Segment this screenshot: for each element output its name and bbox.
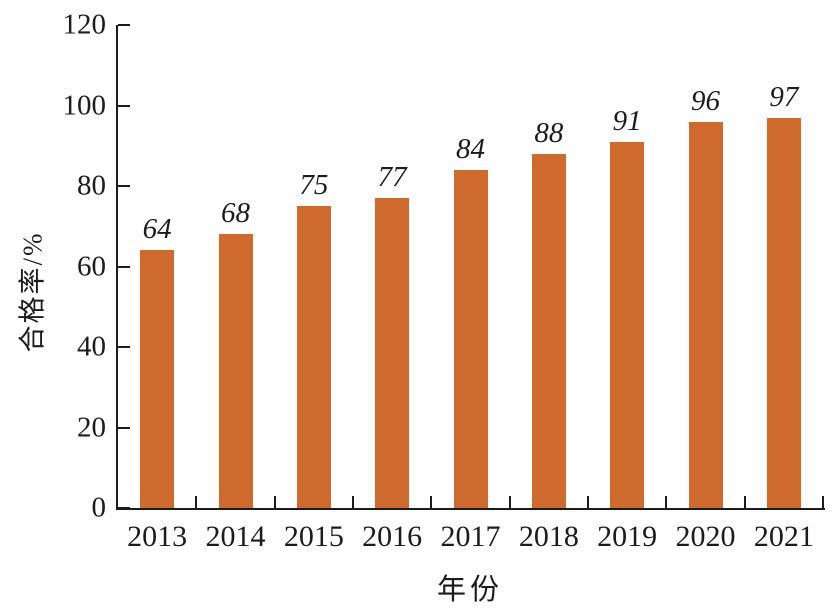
x-tick-label: 2019: [597, 520, 658, 553]
bar-2016: [375, 198, 410, 508]
x-tick: [273, 496, 276, 508]
y-tick-label: 120: [62, 8, 107, 41]
x-tick: [743, 496, 746, 508]
bar-value-label: 91: [612, 105, 642, 137]
x-tick-label: 2021: [753, 520, 814, 553]
y-tick-label: 100: [62, 89, 107, 121]
x-tick-label: 2017: [440, 520, 501, 553]
y-tick-label: 20: [77, 411, 106, 443]
x-tick: [195, 496, 198, 508]
y-tick-label: 40: [77, 330, 106, 363]
x-tick-label: 2018: [518, 520, 579, 553]
x-tick-label: 2020: [675, 520, 736, 553]
y-tick-label: 0: [91, 491, 107, 524]
bar-value-label: 88: [534, 117, 564, 149]
bar-value-label: 77: [377, 161, 407, 193]
bar-value-label: 97: [769, 81, 799, 113]
y-tick: [118, 24, 130, 26]
x-tick: [587, 496, 589, 508]
bar-2021: [766, 118, 801, 508]
bar-value-label: 68: [221, 197, 250, 229]
bar-2017: [453, 170, 488, 508]
bar-value-label: 96: [691, 85, 720, 117]
y-tick: [118, 346, 130, 348]
bar-2019: [610, 142, 645, 508]
bar-2018: [531, 154, 566, 508]
x-axis-line: [116, 508, 825, 510]
x-tick: [508, 496, 511, 508]
x-tick: [822, 496, 824, 508]
x-tick-label: 2015: [283, 520, 344, 553]
x-tick: [430, 496, 433, 508]
bar-value-label: 75: [299, 169, 329, 201]
y-axis-line: [116, 25, 118, 510]
y-tick: [118, 265, 130, 268]
y-tick: [118, 104, 130, 107]
x-axis-title: 年份: [436, 574, 504, 606]
y-tick: [118, 426, 130, 429]
bar-2014: [218, 234, 253, 508]
x-tick-label: 2014: [205, 520, 266, 553]
y-tick: [118, 185, 130, 187]
y-tick: [118, 507, 130, 509]
x-tick-label: 2016: [362, 520, 423, 553]
x-tick-label: 2013: [127, 520, 188, 553]
bar-2015: [296, 206, 331, 508]
bar-value-label: 84: [456, 133, 485, 165]
x-tick: [352, 496, 354, 508]
y-tick-label: 60: [77, 250, 106, 282]
y-axis-title: 合格率/%: [17, 231, 48, 353]
x-tick: [665, 496, 668, 508]
bar-value-label: 64: [142, 213, 172, 245]
bar-2020: [688, 122, 723, 508]
y-tick-label: 80: [77, 169, 106, 202]
bar-2013: [140, 250, 175, 508]
